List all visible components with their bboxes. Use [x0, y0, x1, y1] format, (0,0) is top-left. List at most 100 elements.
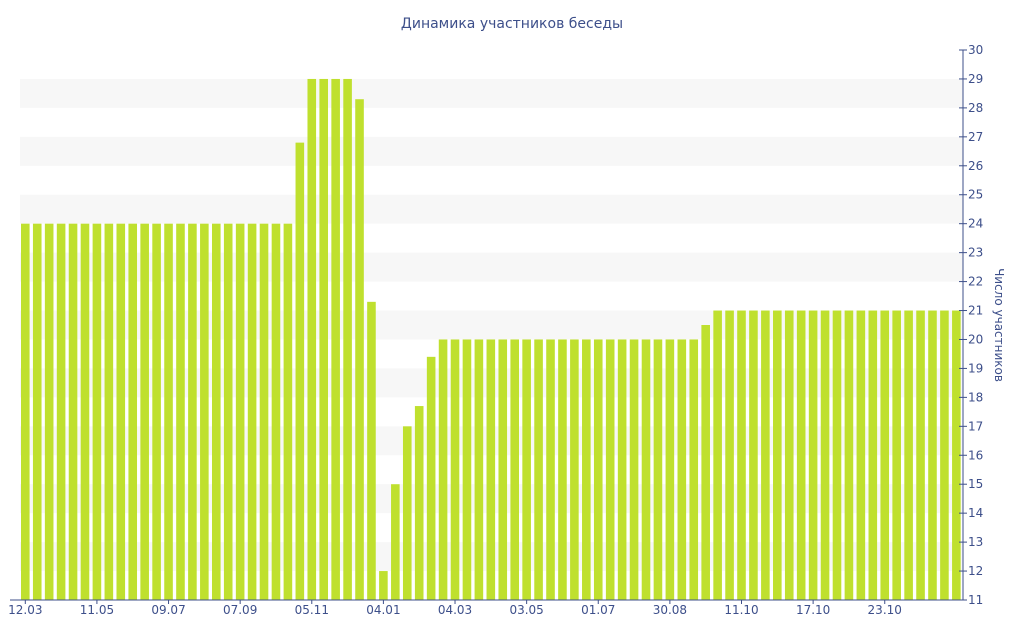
bar [271, 223, 281, 600]
y-tick-label: 11 [968, 593, 983, 607]
x-tick-label: 09.07 [151, 603, 185, 617]
bar [510, 339, 519, 600]
y-tick-label: 19 [968, 361, 983, 375]
bar [68, 223, 78, 600]
y-tick-label: 21 [968, 304, 983, 318]
bar [856, 310, 866, 600]
grid-band [20, 136, 963, 166]
bar [211, 223, 221, 600]
grid-band [20, 252, 963, 282]
y-tick-label: 22 [968, 275, 983, 289]
bar [104, 223, 114, 600]
y-tick-label: 28 [968, 101, 983, 115]
bar [689, 339, 699, 600]
bar [367, 301, 376, 600]
x-tick-label: 03.05 [509, 603, 543, 617]
x-tick-label: 04.03 [438, 603, 472, 617]
bar [21, 223, 30, 600]
bar [928, 310, 937, 600]
bar [737, 310, 746, 600]
bar [486, 339, 496, 600]
bar [582, 339, 591, 600]
x-tick-label: 17.10 [796, 603, 830, 617]
bar-series [21, 78, 961, 601]
y-tick-label: 29 [968, 72, 983, 86]
bar [414, 406, 424, 600]
bar [808, 310, 818, 600]
bar [92, 223, 102, 600]
chart-title: Динамика участников беседы [401, 16, 623, 32]
x-tick-label: 12.03 [8, 603, 42, 617]
y-tick-label: 17 [968, 419, 983, 433]
y-tick-label: 16 [968, 448, 983, 462]
y-tick-label: 20 [968, 332, 983, 346]
bar [379, 571, 388, 600]
bar [629, 339, 639, 600]
y-tick-label: 24 [968, 217, 983, 231]
y-axis-label: Число участников [992, 268, 1006, 382]
bar [295, 142, 305, 600]
bar [343, 78, 352, 600]
bar [331, 78, 340, 600]
bar [653, 339, 663, 600]
bar [355, 99, 364, 601]
bar [200, 223, 209, 600]
bar [593, 339, 603, 600]
bar [32, 223, 42, 600]
bar [391, 484, 400, 600]
bar [570, 339, 579, 600]
y-tick-label: 26 [968, 159, 983, 173]
bar [319, 78, 329, 600]
bar [164, 223, 173, 600]
bar [605, 339, 615, 600]
y-tick-label: 27 [968, 130, 983, 144]
bar [438, 339, 448, 600]
bar [402, 426, 412, 600]
bar [749, 310, 758, 600]
bar [784, 310, 794, 600]
x-tick-label: 01.07 [581, 603, 615, 617]
bar [701, 325, 710, 600]
grid-band [20, 194, 963, 224]
bar [773, 310, 782, 600]
bar [952, 310, 961, 600]
bar [56, 223, 66, 600]
bar [223, 223, 233, 600]
bar [880, 310, 890, 600]
bar [713, 310, 722, 600]
bar [665, 339, 675, 600]
bar [904, 310, 913, 600]
bar [677, 339, 687, 600]
x-tick-label: 23.10 [868, 603, 902, 617]
bar [868, 310, 878, 600]
bar [761, 310, 770, 600]
x-tick-label: 07.09 [223, 603, 257, 617]
bar [820, 310, 830, 600]
bar [796, 310, 806, 600]
bar [844, 310, 854, 600]
x-axis: 12.03 11.05 09.07 07.09 05.11 04.01 04.03 03.05… [8, 599, 963, 617]
bar [546, 339, 555, 600]
bar [44, 223, 54, 600]
bar [558, 339, 567, 600]
bar [522, 339, 531, 600]
y-tick-label: 14 [968, 506, 983, 520]
y-tick-label: 18 [968, 390, 983, 404]
x-tick-label: 04.01 [366, 603, 400, 617]
bar [940, 310, 949, 600]
bar [259, 223, 269, 600]
y-axis: 11 12 13 14 15 16 17 18 19 20 21 22 23 24 25 26 27 28 29 30 [959, 43, 983, 607]
bar [498, 339, 508, 600]
y-tick-label: 25 [968, 188, 983, 202]
y-tick-label: 12 [968, 564, 983, 578]
bar [80, 223, 90, 600]
bar [725, 310, 734, 600]
bar [176, 223, 185, 600]
x-tick-label: 11.10 [724, 603, 758, 617]
bar [152, 223, 161, 600]
x-tick-label: 30.08 [653, 603, 687, 617]
x-tick-label: 11.05 [80, 603, 114, 617]
bar [235, 223, 245, 600]
bar [462, 339, 472, 600]
bar [832, 310, 842, 600]
